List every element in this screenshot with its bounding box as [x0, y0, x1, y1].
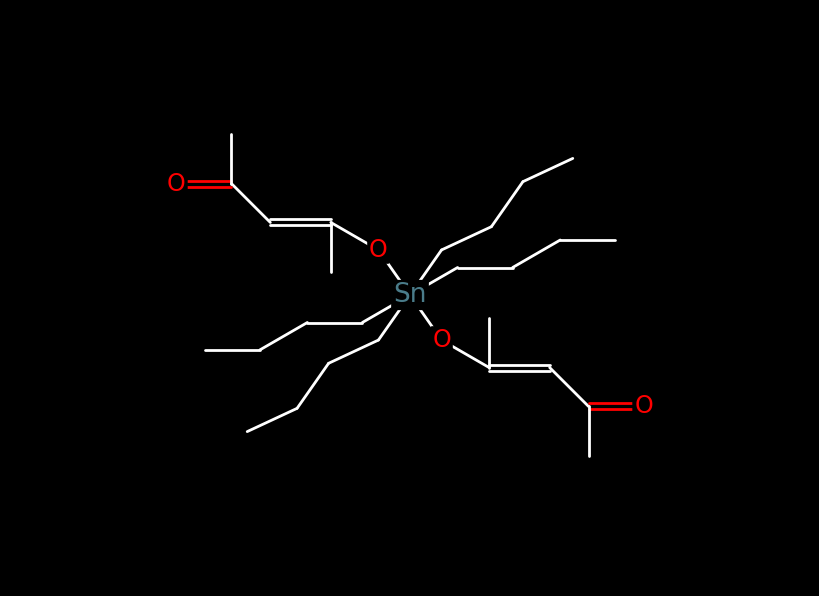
Text: Sn: Sn — [393, 282, 427, 308]
Text: O: O — [634, 395, 653, 418]
Text: O: O — [167, 172, 186, 195]
Text: O: O — [432, 328, 451, 352]
Text: O: O — [369, 238, 388, 262]
